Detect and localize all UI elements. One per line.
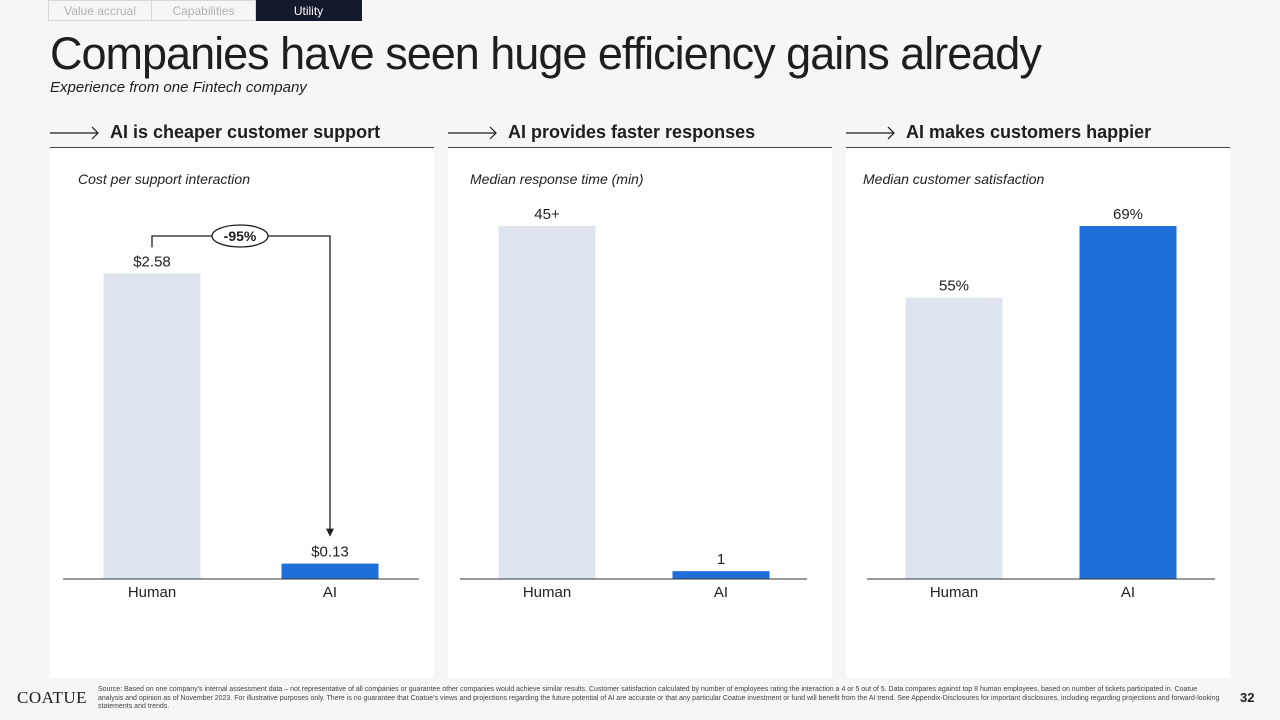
arrow-right-icon xyxy=(50,126,99,139)
bar-human xyxy=(498,226,596,579)
bar-ai xyxy=(281,563,379,579)
section-tabs: Value accrual Capabilities Utility xyxy=(48,0,362,21)
satisfaction-chart: 55% Human 69% AI xyxy=(867,206,1215,601)
bar-ai xyxy=(672,571,770,579)
page-title: Companies have seen huge efficiency gain… xyxy=(50,28,1042,79)
data-label: 1 xyxy=(717,551,725,568)
panel-satisfaction: AI makes customers happier Median custom… xyxy=(846,118,1230,678)
cost-chart: $2.58 Human $0.13 AI -95% xyxy=(63,224,419,601)
panel-header: AI is cheaper customer support xyxy=(50,118,434,148)
arrow-down-icon xyxy=(326,528,334,537)
panel-response: AI provides faster responses Median resp… xyxy=(448,118,832,678)
category-label: Human xyxy=(128,584,176,601)
change-badge xyxy=(211,224,269,248)
panel-heading: AI provides faster responses xyxy=(508,122,756,142)
coatue-logo: COATUE xyxy=(17,688,88,707)
category-label: AI xyxy=(323,584,337,601)
response-chart: 45+ Human 1 AI xyxy=(460,206,807,601)
data-label: 69% xyxy=(1113,206,1143,223)
category-label: AI xyxy=(1121,584,1135,601)
bar-human xyxy=(905,297,1003,579)
data-label: $0.13 xyxy=(311,544,349,561)
tab-capabilities[interactable]: Capabilities xyxy=(152,0,256,21)
data-label: 55% xyxy=(939,278,969,295)
bar-ai xyxy=(1079,226,1177,579)
panel-body: Cost per support interaction $2.58 Human $… xyxy=(50,148,434,678)
panel-heading: AI makes customers happier xyxy=(906,122,1152,142)
panel-body: Median customer satisfaction 55% Human 69%… xyxy=(846,148,1230,678)
panel-heading: AI is cheaper customer support xyxy=(110,122,381,142)
page-subtitle: Experience from one Fintech company xyxy=(50,79,307,96)
page-number: 32 xyxy=(1240,690,1255,705)
tab-utility[interactable]: Utility xyxy=(256,0,362,21)
chart-sublabel: Median response time (min) xyxy=(470,171,644,187)
category-label: AI xyxy=(714,584,728,601)
panel-header: AI provides faster responses xyxy=(448,118,832,148)
chart-sublabel: Median customer satisfaction xyxy=(863,171,1045,187)
chart-sublabel: Cost per support interaction xyxy=(78,171,250,187)
source-note: Source: Based on one company’s internal … xyxy=(98,686,1220,711)
category-label: Human xyxy=(930,584,978,601)
data-label: 45+ xyxy=(534,206,560,223)
tab-value-accrual[interactable]: Value accrual xyxy=(48,0,152,21)
panel-body: Median response time (min) 45+ Human 1 AI xyxy=(448,148,832,678)
panel-header: AI makes customers happier xyxy=(846,118,1230,148)
panel-cost: AI is cheaper customer support Cost per … xyxy=(50,118,434,678)
arrow-right-icon xyxy=(846,126,895,139)
data-label: $2.58 xyxy=(133,253,171,270)
category-label: Human xyxy=(523,584,571,601)
arrow-right-icon xyxy=(448,126,497,139)
bar-human xyxy=(103,273,201,579)
change-label: -95% xyxy=(224,228,257,244)
